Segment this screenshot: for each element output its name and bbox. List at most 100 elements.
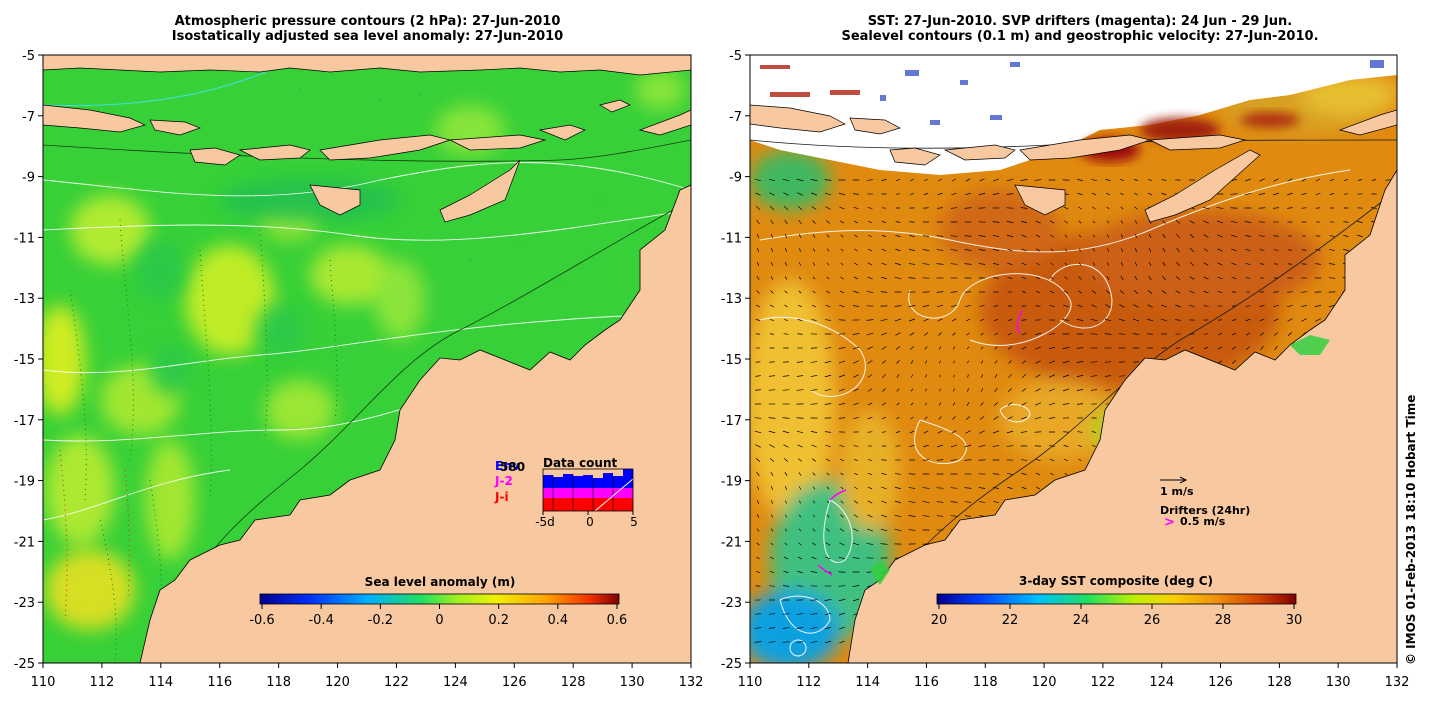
velocity-arrow [1119,375,1125,377]
velocity-arrow [826,514,830,518]
legend-env: Env [495,459,520,473]
velocity-arrow [922,459,930,461]
sla-colorbar-tick-label: -0.6 [249,613,274,628]
velocity-arrow [881,248,887,252]
velocity-arrow [1162,220,1166,224]
indonesia-islands-right [750,104,1397,223]
velocity-arrow [951,192,957,196]
velocity-arrow [839,640,845,644]
velocity-arrow [1050,248,1054,252]
velocity-arrow [1062,347,1070,349]
left-ytick-label: -9 [22,171,35,186]
velocity-arrow [1135,247,1137,253]
velocity-arrow [1064,472,1068,476]
velocity-arrow [756,485,760,491]
velocity-arrow [1231,248,1237,252]
velocity-arrow [782,389,790,391]
velocity-arrow [1021,262,1027,266]
right-xtick-label: 122 [1090,675,1115,690]
velocity-arrow [994,332,998,336]
velocity-arrow [923,430,929,434]
velocity-arrow [964,487,972,489]
velocity-arrow [908,249,916,251]
velocity-arrow [826,486,830,490]
velocity-arrow [811,304,817,308]
velocity-arrow [798,542,802,546]
velocity-arrow [769,333,775,335]
velocity-arrow [812,542,816,546]
velocity-arrow [895,248,901,252]
right-ytick-label: -23 [721,596,742,611]
velocity-arrow [1035,291,1041,293]
left-xtick-label: 126 [502,675,527,690]
velocity-arrow [838,346,846,350]
velocity-arrow [1076,179,1084,181]
left-ytick-label: -19 [14,475,35,490]
right-ytick-label: -11 [721,231,742,246]
velocity-arrow [1078,458,1082,462]
velocity-arrow [854,248,858,252]
velocity-arrow [950,501,958,503]
velocity-arrow [1148,247,1152,253]
velocity-arrow [950,459,958,461]
velocity-arrow [756,514,760,518]
velocity-arrow [1343,248,1349,252]
velocity-arrow [1077,206,1083,210]
velocity-arrow [867,459,873,461]
velocity-arrow [1035,388,1041,392]
velocity-arrow [1090,389,1098,391]
velocity-arrow [810,641,818,643]
right-ytick-label: -9 [729,171,742,186]
velocity-arrow [1329,193,1335,195]
velocity-arrow [895,178,901,182]
velocity-arrow [840,234,844,238]
velocity-arrow [1231,262,1237,266]
velocity-arrow [964,501,972,503]
velocity-arrow [1076,361,1084,363]
velocity-arrow [1063,445,1069,447]
velocity-arrow [1162,233,1166,239]
velocity-arrow [1050,262,1054,266]
velocity-arrow [768,627,776,629]
velocity-arrow [965,318,971,322]
velocity-arrow [798,219,802,225]
velocity-arrow [896,416,900,420]
velocity-arrow [908,473,916,475]
velocity-arrow [1105,179,1111,181]
velocity-arrow [895,193,901,195]
velocity-arrow [1008,374,1012,378]
velocity-arrow [866,291,874,293]
velocity-arrow [838,612,846,616]
velocity-arrow [769,444,775,448]
velocity-arrow [1231,234,1237,238]
velocity-arrow [853,206,859,210]
velocity-arrow [910,360,914,364]
velocity-arrow [924,416,928,420]
velocity-arrow [1245,277,1251,279]
velocity-arrow [853,220,859,224]
velocity-arrow [1021,402,1027,406]
velocity-arrow [908,515,916,517]
velocity-arrow [1147,179,1153,181]
velocity-arrow [1105,304,1111,308]
velocity-arrow [853,360,859,364]
velocity-arrow [1301,192,1307,196]
velocity-arrow [1203,290,1209,294]
velocity-arrow [923,444,929,448]
velocity-arrow [936,291,944,293]
velocity-arrow [1189,276,1195,280]
velocity-arrow [924,360,928,364]
left-panel-title: Atmospheric pressure contours (2 hPa): 2… [0,14,735,44]
velocity-arrow [978,235,986,237]
velocity-arrow [770,528,774,532]
velocity-arrow [799,500,801,504]
velocity-arrow [784,276,788,280]
velocity-arrow [979,178,985,182]
velocity-arrow [1315,249,1321,251]
velocity-arrow [880,291,888,293]
velocity-arrow [768,178,776,182]
velocity-arrow [1078,276,1082,280]
velocity-arrow [939,388,941,392]
velocity-arrow [824,599,832,601]
velocity-arrow [810,403,818,405]
